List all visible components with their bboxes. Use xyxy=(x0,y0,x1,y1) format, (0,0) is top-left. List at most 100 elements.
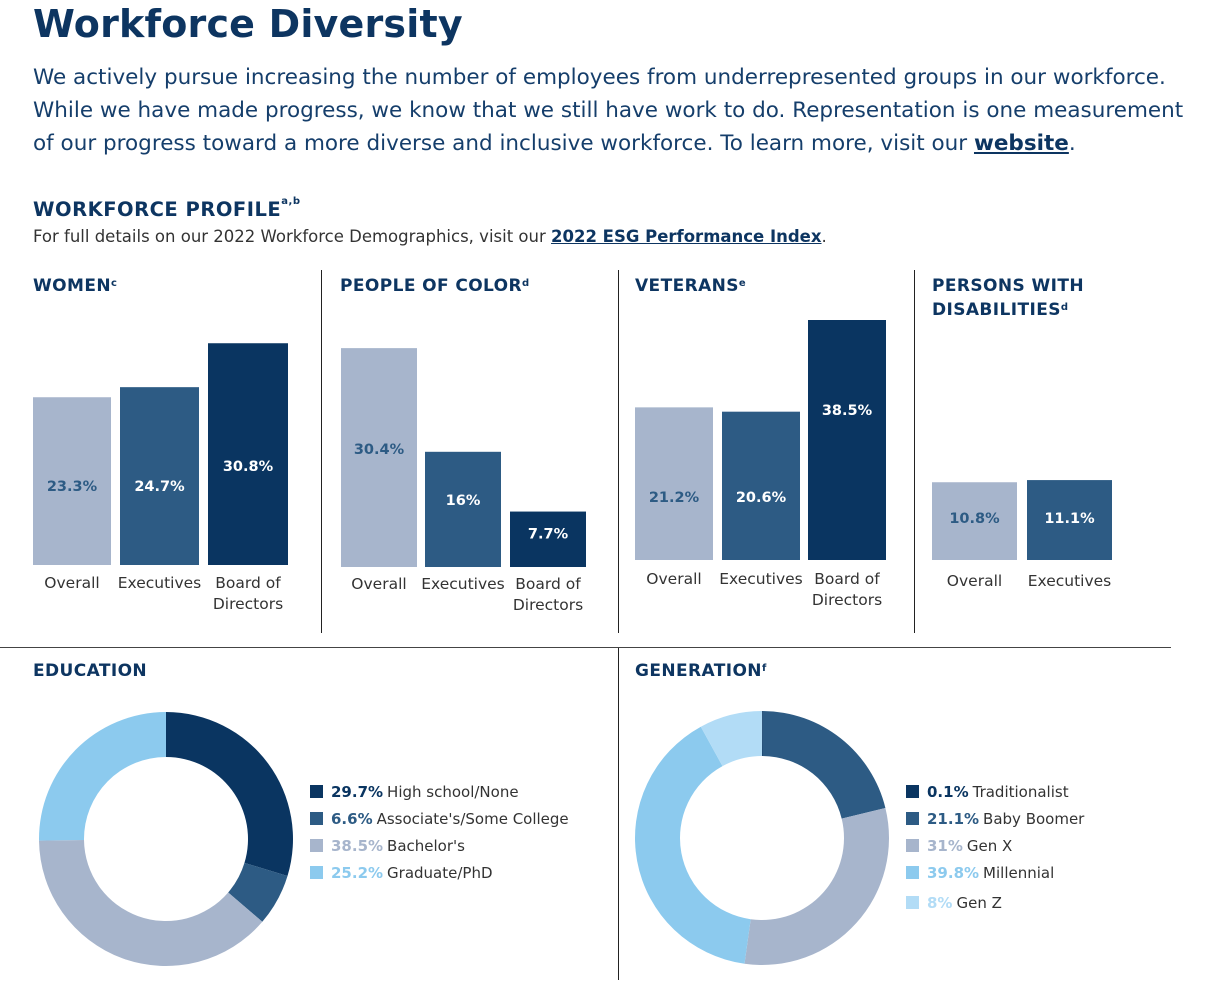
generation-legend-item-baby-boomer: 21.1% Baby Boomer xyxy=(906,809,1084,829)
persons-with-disabilities-bar-executives xyxy=(1027,480,1112,560)
generation-legend-swatch xyxy=(906,785,919,798)
veterans-value-overall: 21.2% xyxy=(649,490,700,506)
people-of-color-category-executives: Executives xyxy=(421,575,505,593)
education-legend-item-graduate-phd: 25.2% Graduate/PhD xyxy=(310,863,493,883)
education-legend-swatch xyxy=(310,839,323,852)
page-title: Workforce Diversity xyxy=(33,2,463,46)
women-heading: WOMENc xyxy=(33,274,117,298)
bar-charts: 23.3% Overall 24.7% Executives 30.8% Board of… xyxy=(33,320,1112,614)
persons-with-disabilities-value-executives: 11.1% xyxy=(1044,511,1095,527)
people-of-color-value-executives: 16% xyxy=(446,493,481,509)
women-value-board-of-directors: 30.8% xyxy=(223,459,274,475)
education-legend-percent: 38.5% xyxy=(331,837,384,855)
generation-slice-millennial xyxy=(634,726,751,964)
disabilities-sup: d xyxy=(1060,302,1069,313)
divider-1 xyxy=(321,270,322,633)
generation-legend-percent: 39.8% xyxy=(927,864,980,882)
women-bar-executives xyxy=(120,387,199,565)
generation-legend-label: Baby Boomer xyxy=(983,810,1085,828)
veterans-category-executives: Executives xyxy=(719,570,803,588)
intro-text: We actively pursue increasing the number… xyxy=(33,65,1184,156)
veterans-category-board-of-directors: Board of xyxy=(814,570,880,588)
persons-with-disabilities-value-overall: 10.8% xyxy=(949,511,1000,527)
generation-legend-swatch xyxy=(906,866,919,879)
women-bar-overall xyxy=(33,397,111,565)
veterans-category-board-of-directors-line2: Directors xyxy=(812,591,882,609)
people-of-color-bar-board-of-directors xyxy=(510,511,586,567)
veterans-category-overall: Overall xyxy=(646,570,701,588)
education-legend-swatch xyxy=(310,785,323,798)
donut-layer xyxy=(39,711,889,966)
generation-legend-swatch xyxy=(906,896,919,909)
persons-with-disabilities-category-executives: Executives xyxy=(1028,572,1112,590)
women-category-executives: Executives xyxy=(118,574,202,592)
generation-legend-item-traditionalist: 0.1% Traditionalist xyxy=(906,782,1069,802)
generation-legend-label: Millennial xyxy=(983,864,1055,882)
workforce-profile-subtext: For full details on our 2022 Workforce D… xyxy=(33,227,827,246)
intro-paragraph: We actively pursue increasing the number… xyxy=(33,61,1193,160)
education-legend-label: Bachelor's xyxy=(387,837,465,855)
people-of-color-bar-overall xyxy=(341,348,417,567)
women-value-executives: 24.7% xyxy=(134,479,185,495)
people-of-color-value-board-of-directors: 7.7% xyxy=(528,527,569,543)
people-of-color-category-board-of-directors-line2: Directors xyxy=(513,596,583,614)
education-legend-swatch xyxy=(310,812,323,825)
generation-legend-percent: 31% xyxy=(927,837,963,855)
education-legend-percent: 6.6% xyxy=(331,810,373,828)
profile-sub-end: . xyxy=(821,227,827,246)
persons-with-disabilities-category-overall: Overall xyxy=(947,572,1002,590)
education-slice-bachelor-s xyxy=(39,840,263,966)
education-legend-percent: 29.7% xyxy=(331,783,384,801)
education-heading: EDUCATION xyxy=(33,659,147,683)
veterans-value-board-of-directors: 38.5% xyxy=(822,403,873,419)
generation-legend-item-gen-z: 8% Gen Z xyxy=(906,893,1002,913)
education-legend-label: Graduate/PhD xyxy=(387,864,493,882)
generation-slice-traditionalist xyxy=(762,711,763,757)
veterans-bar-overall xyxy=(635,407,713,560)
generation-slice-baby-boomer xyxy=(762,711,886,819)
women-title: WOMEN xyxy=(33,276,111,296)
disabilities-title: PERSONS WITH DISABILITIES xyxy=(932,276,1084,320)
education-legend-label: Associate's/Some College xyxy=(376,810,569,828)
profile-sub-text: For full details on our 2022 Workforce D… xyxy=(33,227,552,246)
intro-end: . xyxy=(1068,131,1076,156)
generation-legend-label: Traditionalist xyxy=(972,783,1069,801)
people-of-color-bar-executives xyxy=(425,451,501,567)
women-bar-board-of-directors xyxy=(208,343,288,565)
generation-legend-percent: 8% xyxy=(927,894,953,912)
bars-layer: 23.3% Overall 24.7% Executives 30.8% Board of… xyxy=(33,320,1112,614)
divider-2 xyxy=(618,270,619,633)
persons-with-disabilities-bar-overall xyxy=(932,482,1017,560)
generation-legend-swatch xyxy=(906,812,919,825)
veterans-heading: VETERANSe xyxy=(635,274,746,298)
generation-legend: 0.1% Traditionalist 21.1% Baby Boomer 31% Gen… xyxy=(906,782,1186,922)
education-legend-label: High school/None xyxy=(387,783,519,801)
people-of-color-category-board-of-directors: Board of xyxy=(515,575,581,593)
workforce-profile-heading: WORKFORCE PROFILEa,b xyxy=(33,196,301,221)
women-category-overall: Overall xyxy=(44,574,99,592)
workforce-profile-title: WORKFORCE PROFILE xyxy=(33,198,282,221)
esg-index-link[interactable]: 2022 ESG Performance Index xyxy=(551,227,822,246)
education-legend-percent: 25.2% xyxy=(331,864,384,882)
generation-slice-gen-x xyxy=(744,807,889,965)
veterans-bar-executives xyxy=(722,411,800,560)
workforce-profile-sup: a,b xyxy=(281,196,301,207)
generation-legend-item-gen-x: 31% Gen X xyxy=(906,836,1012,856)
generation-legend-label: Gen Z xyxy=(956,894,1002,912)
veterans-value-executives: 20.6% xyxy=(736,490,787,506)
people-of-color-value-overall: 30.4% xyxy=(354,442,405,458)
education-legend-item-high-school-none: 29.7% High school/None xyxy=(310,782,519,802)
horizontal-divider xyxy=(0,647,1171,648)
people-of-color-sup: d xyxy=(522,278,530,289)
education-title: EDUCATION xyxy=(33,661,148,681)
women-value-overall: 23.3% xyxy=(47,479,98,495)
women-sup: c xyxy=(110,278,118,289)
generation-title: GENERATION xyxy=(635,661,762,681)
education-legend-item-associate-s-some-college: 6.6% Associate's/Some College xyxy=(310,809,569,829)
education-slice-graduate-phd xyxy=(39,712,166,841)
generation-legend-item-millennial: 39.8% Millennial xyxy=(906,863,1054,883)
education-slice-high-school-none xyxy=(166,712,293,876)
website-link[interactable]: website xyxy=(973,131,1069,156)
women-category-board-of-directors: Board of xyxy=(215,574,281,592)
veterans-title: VETERANS xyxy=(635,276,739,296)
